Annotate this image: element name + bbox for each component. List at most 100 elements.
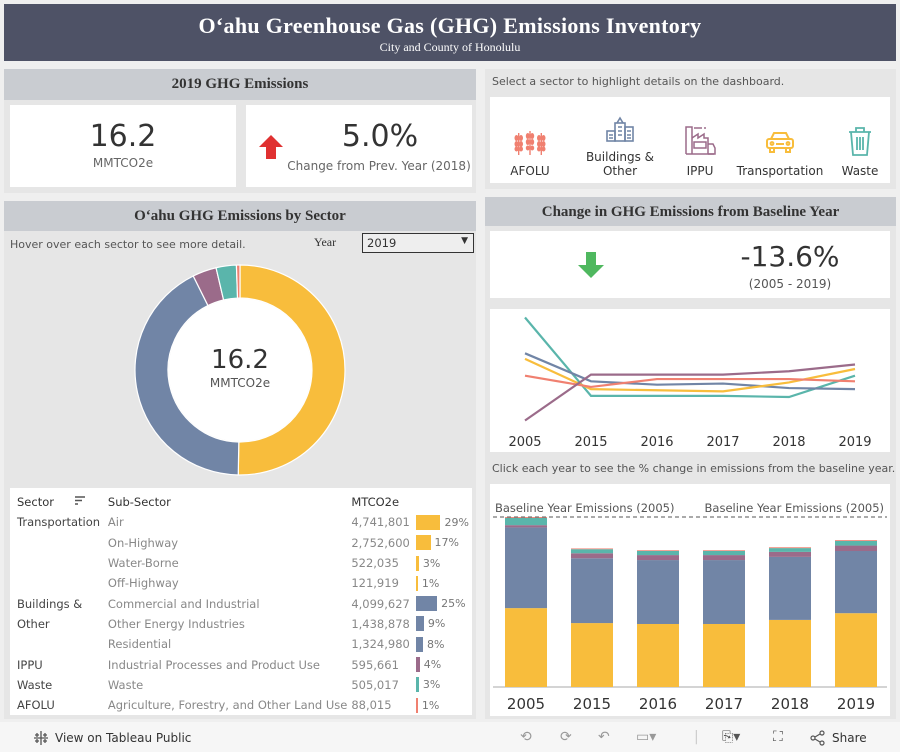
sector-button-waste[interactable]: Waste bbox=[830, 126, 890, 178]
year-bar-2017[interactable] bbox=[703, 550, 745, 687]
x-tick-label[interactable]: 2005 bbox=[507, 695, 545, 713]
donut-slice-buildings-other[interactable] bbox=[134, 275, 240, 476]
view-on-tableau-link[interactable]: View on Tableau Public bbox=[33, 730, 191, 746]
bar-segment-waste[interactable] bbox=[769, 548, 811, 552]
sector-button-ippu[interactable]: IPPU bbox=[670, 124, 730, 178]
x-tick-label[interactable]: 2017 bbox=[705, 695, 743, 713]
bar-segment-transportation[interactable] bbox=[637, 623, 679, 687]
year-bar-2015[interactable] bbox=[571, 548, 613, 687]
bar-segment-waste[interactable] bbox=[571, 549, 613, 554]
bar-segment-transportation[interactable] bbox=[571, 623, 613, 687]
trend-line-afolu[interactable] bbox=[524, 374, 856, 389]
bar-segment-ippu[interactable] bbox=[571, 553, 613, 559]
year-bar-2019[interactable] bbox=[835, 540, 877, 687]
sector-button-afolu[interactable]: AFOLU bbox=[490, 130, 570, 178]
table-row[interactable]: Waste Waste 505,017 3% bbox=[17, 675, 472, 695]
year-dropdown[interactable]: 2019 ▼ bbox=[362, 233, 474, 253]
trend-line-buildings-other[interactable] bbox=[524, 352, 856, 391]
percent-bar bbox=[416, 677, 419, 693]
bar-segment-ippu[interactable] bbox=[703, 555, 745, 561]
bar-segment-afolu[interactable] bbox=[637, 550, 679, 551]
baseline-change-period: (2005 - 2019) bbox=[748, 277, 832, 291]
bar-segment-afolu[interactable] bbox=[769, 547, 811, 549]
table-row[interactable]: Water-Borne 522,035 3% bbox=[17, 553, 472, 573]
year-bar-2018[interactable] bbox=[769, 547, 811, 687]
bar-segment-buildings-other[interactable] bbox=[637, 560, 679, 624]
table-row[interactable]: Residential 1,324,980 8% bbox=[17, 634, 472, 654]
bar-segment-afolu[interactable] bbox=[703, 550, 745, 551]
buildings-icon bbox=[606, 116, 634, 142]
table-row[interactable]: IPPU Industrial Processes and Product Use… bbox=[17, 654, 472, 674]
baseline-label-left: Baseline Year Emissions (2005) bbox=[495, 501, 675, 515]
x-tick-label[interactable]: 2019 bbox=[837, 695, 875, 713]
percent-cell: 29% bbox=[444, 515, 469, 529]
column-header-sector[interactable]: Sector bbox=[17, 492, 108, 512]
bar-segment-waste[interactable] bbox=[505, 517, 547, 526]
sector-selector-instruction: Select a sector to highlight details on … bbox=[492, 75, 785, 88]
sector-button-transportation[interactable]: Transportation bbox=[730, 130, 830, 178]
year-filter-label: Year bbox=[314, 235, 337, 249]
table-row[interactable]: Buildings & Commercial and Industrial 4,09… bbox=[17, 593, 472, 613]
bar-segment-buildings-other[interactable] bbox=[835, 551, 877, 614]
bar-segment-buildings-other[interactable] bbox=[571, 558, 613, 624]
sub-sector-cell: Residential bbox=[107, 637, 172, 652]
bar-segment-transportation[interactable] bbox=[703, 623, 745, 687]
revert-icon[interactable]: ↶ bbox=[598, 729, 610, 745]
refresh-icon[interactable]: ▭▾ bbox=[636, 729, 657, 745]
percent-bar bbox=[416, 535, 431, 551]
table-row[interactable]: AFOLU Agriculture, Forestry, and Other La… bbox=[17, 695, 472, 715]
bar-segment-ippu[interactable] bbox=[769, 551, 811, 557]
value-cell: 4,741,801 bbox=[351, 515, 410, 530]
fullscreen-icon[interactable]: ⛶ bbox=[773, 729, 783, 745]
table-row[interactable]: Transportation Air 4,741,801 29% bbox=[17, 512, 472, 532]
table-row[interactable]: Other Other Energy Industries 1,438,878 9% bbox=[17, 614, 472, 634]
arrow-up-icon bbox=[259, 135, 283, 159]
sort-icon[interactable] bbox=[74, 495, 86, 509]
yearly-stacked-bar-chart: 2005 2015 2016 2017 2018 2019 bbox=[493, 516, 887, 713]
bar-segment-afolu[interactable] bbox=[835, 540, 877, 541]
year-bar-2016[interactable] bbox=[637, 550, 679, 687]
value-cell: 121,919 bbox=[351, 576, 399, 591]
sector-cell: AFOLU bbox=[17, 698, 55, 713]
percent-cell: 1% bbox=[421, 698, 440, 712]
bar-segment-ippu[interactable] bbox=[835, 545, 877, 551]
percent-bar bbox=[416, 657, 420, 673]
sector-button-buildings[interactable]: Buildings & Other bbox=[570, 116, 670, 178]
sector-label-buildings: Buildings & Other bbox=[585, 150, 655, 178]
bar-segment-afolu[interactable] bbox=[505, 517, 547, 518]
sector-donut-chart bbox=[134, 264, 346, 476]
donut-slice-transportation[interactable] bbox=[237, 264, 346, 476]
table-row[interactable]: On-Highway 2,752,600 17% bbox=[17, 533, 472, 553]
value-cell: 595,661 bbox=[351, 657, 399, 672]
bar-segment-waste[interactable] bbox=[703, 551, 745, 556]
percent-bar bbox=[416, 636, 424, 652]
sub-sector-cell: Commercial and Industrial bbox=[107, 596, 260, 611]
bar-segment-ippu[interactable] bbox=[637, 555, 679, 561]
trend-line-ippu[interactable] bbox=[524, 363, 856, 422]
x-tick-label[interactable]: 2016 bbox=[639, 695, 677, 713]
baseline-label-right: Baseline Year Emissions (2005) bbox=[704, 501, 884, 515]
x-tick-label[interactable]: 2018 bbox=[771, 695, 809, 713]
redo-icon[interactable]: ⟳ bbox=[560, 729, 572, 745]
bar-segment-buildings-other[interactable] bbox=[505, 527, 547, 609]
bar-segment-buildings-other[interactable] bbox=[703, 560, 745, 624]
download-icon[interactable]: ⎘▾ bbox=[722, 729, 741, 745]
donut-slice-afolu[interactable] bbox=[235, 264, 241, 299]
percent-cell: 4% bbox=[423, 658, 442, 672]
table-row[interactable]: Off-Highway 121,919 1% bbox=[17, 573, 472, 593]
sub-sector-cell: Off-Highway bbox=[107, 576, 179, 591]
bar-segment-afolu[interactable] bbox=[571, 548, 613, 550]
bar-segment-ippu[interactable] bbox=[505, 525, 547, 528]
bar-segment-transportation[interactable] bbox=[505, 608, 547, 687]
bar-segment-buildings-other[interactable] bbox=[769, 556, 811, 620]
bar-segment-waste[interactable] bbox=[637, 551, 679, 556]
x-tick-label[interactable]: 2015 bbox=[573, 695, 611, 713]
bar-segment-transportation[interactable] bbox=[769, 619, 811, 687]
column-header-sub-sector[interactable]: Sub-Sector bbox=[107, 495, 171, 510]
bar-segment-waste[interactable] bbox=[835, 540, 877, 546]
share-button[interactable]: Share bbox=[810, 730, 867, 746]
year-bar-2005[interactable] bbox=[505, 517, 547, 687]
undo-icon[interactable]: ⟲ bbox=[520, 729, 532, 745]
column-header-value[interactable]: MTCO2e bbox=[351, 495, 400, 510]
bar-segment-transportation[interactable] bbox=[835, 613, 877, 687]
